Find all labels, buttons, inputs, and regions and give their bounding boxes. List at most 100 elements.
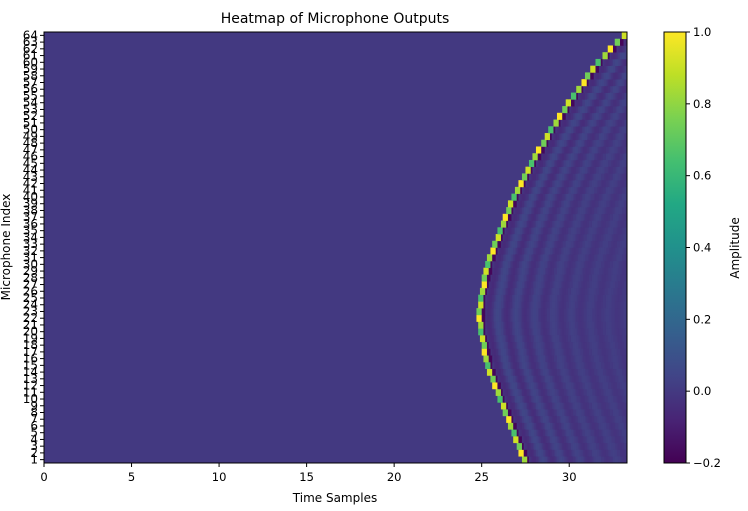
heatmap-cell (579, 260, 582, 268)
heatmap-cell (518, 207, 521, 215)
heatmap-cell (618, 456, 621, 464)
heatmap-cell (518, 240, 521, 248)
heatmap-cell (546, 153, 549, 161)
heatmap-cell (507, 409, 511, 417)
heatmap-cell (569, 348, 572, 356)
heatmap-cell (553, 153, 556, 161)
heatmap-cell (579, 355, 582, 363)
heatmap-cell (607, 335, 610, 343)
heatmap-cell (507, 422, 511, 430)
heatmap-cell (586, 72, 589, 80)
heatmap-cell (488, 287, 491, 295)
heatmap-cell (483, 281, 486, 289)
heatmap-cell (507, 388, 511, 396)
heatmap-cell (563, 422, 567, 430)
heatmap-cell (570, 186, 574, 194)
heatmap-cell (614, 207, 617, 215)
heatmap-cell (620, 328, 623, 336)
heatmap-cell (485, 314, 488, 322)
heatmap-cell (574, 207, 577, 215)
heatmap-cell (586, 153, 589, 161)
heatmap-cell (509, 254, 512, 262)
heatmap-cell (625, 139, 628, 147)
heatmap-cell (511, 395, 514, 403)
heatmap-cell (553, 227, 556, 235)
heatmap-cell (523, 173, 526, 181)
heatmap-cell (539, 449, 542, 457)
heatmap-cell (499, 260, 502, 268)
heatmap-cell (535, 173, 539, 181)
heatmap-cell (590, 227, 593, 235)
heatmap-cell (567, 153, 570, 161)
heatmap-cell (581, 119, 584, 127)
heatmap-cell (595, 348, 598, 356)
heatmap-cell (572, 456, 575, 464)
heatmap-cell (591, 247, 595, 255)
heatmap-cell (607, 294, 610, 302)
heatmap-cell (569, 395, 572, 403)
heatmap-cell (537, 409, 540, 417)
heatmap-cell (518, 254, 521, 262)
heatmap-cell (523, 328, 526, 336)
heatmap-cell (614, 38, 617, 46)
heatmap-cell (518, 335, 521, 343)
heatmap-cell (560, 254, 563, 262)
heatmap-cell (612, 442, 616, 450)
heatmap-cell (504, 402, 507, 410)
heatmap-cell (609, 335, 612, 343)
heatmap-cell (602, 287, 605, 295)
heatmap-cell (579, 287, 582, 295)
heatmap-cell (618, 308, 621, 316)
heatmap-cell (521, 328, 525, 336)
heatmap-cell (621, 52, 624, 60)
heatmap-cell (535, 180, 539, 188)
heatmap-cell (534, 341, 537, 349)
heatmap-cell (506, 267, 509, 275)
heatmap-cell (618, 287, 621, 295)
heatmap-cell (605, 361, 609, 370)
heatmap-cell (590, 234, 593, 242)
heatmap-cell (542, 301, 546, 309)
heatmap-cell (607, 79, 610, 87)
heatmap-cell (570, 173, 574, 181)
heatmap-cell (485, 348, 488, 356)
heatmap-cell (567, 247, 570, 255)
heatmap-cell (528, 287, 532, 295)
heatmap-cell (586, 422, 589, 430)
y-tick-label: 24 (23, 298, 38, 312)
heatmap-cell (551, 213, 554, 221)
heatmap-cell (595, 112, 598, 120)
heatmap-cell (621, 58, 624, 66)
heatmap-cell (521, 207, 525, 215)
heatmap-cell (546, 159, 549, 167)
heatmap-cell (504, 348, 507, 356)
heatmap-cell (516, 234, 519, 242)
heatmap-cell (507, 287, 511, 295)
heatmap-cell (605, 294, 609, 302)
heatmap-cell (593, 85, 596, 93)
heatmap-cell (537, 429, 540, 437)
heatmap-cell (495, 301, 498, 309)
heatmap-cell (616, 52, 619, 60)
heatmap-cell (602, 119, 605, 127)
heatmap-cell (518, 368, 521, 376)
heatmap-cell (551, 355, 554, 363)
heatmap-cell (492, 274, 495, 282)
heatmap-cell (534, 153, 537, 161)
heatmap-cell (607, 166, 610, 174)
heatmap-cell (620, 106, 623, 114)
heatmap-cell (560, 240, 563, 248)
heatmap-cell (523, 361, 526, 370)
heatmap-cell (591, 254, 595, 262)
heatmap-cell (541, 348, 544, 356)
heatmap-cell (562, 186, 565, 194)
heatmap-cell (523, 442, 526, 450)
heatmap-cell (481, 274, 484, 282)
heatmap-cell (514, 308, 518, 316)
heatmap-cell (623, 321, 626, 329)
heatmap-cell (523, 240, 526, 248)
heatmap-cell (549, 328, 553, 336)
heatmap-cell (553, 436, 556, 444)
heatmap-cell (495, 308, 498, 316)
heatmap-cell (586, 180, 589, 188)
